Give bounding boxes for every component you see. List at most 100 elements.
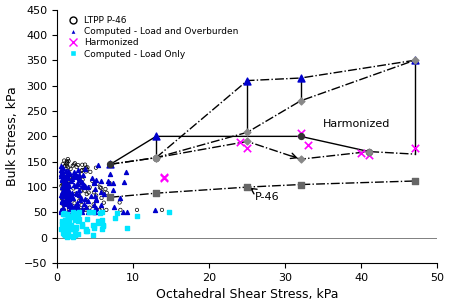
- Point: [79, 162, 86, 167]
- Point: [85, 210, 92, 215]
- Point: [97, 189, 104, 194]
- Point: [63, 187, 70, 192]
- Point: [107, 195, 114, 200]
- Point: [62, 185, 69, 190]
- Point: [81, 167, 88, 172]
- Point: [87, 209, 94, 214]
- Point: [297, 182, 304, 187]
- Point: [76, 195, 84, 200]
- Point: [64, 210, 72, 215]
- Point: [75, 192, 82, 197]
- Point: [63, 188, 70, 192]
- Point: [75, 216, 82, 221]
- Point: [79, 172, 86, 177]
- Point: [59, 193, 66, 198]
- Point: [244, 139, 251, 144]
- Point: [67, 193, 74, 198]
- Point: [297, 134, 304, 139]
- Point: [63, 181, 70, 185]
- Point: [58, 198, 66, 203]
- Point: [79, 224, 86, 229]
- Point: [71, 214, 78, 219]
- Point: [58, 169, 66, 173]
- Text: P-46: P-46: [255, 192, 279, 202]
- Point: [61, 230, 68, 235]
- Point: [61, 158, 68, 163]
- Point: [65, 181, 72, 186]
- Point: [62, 200, 69, 205]
- Point: [62, 223, 69, 228]
- Point: [92, 209, 99, 214]
- Point: [62, 212, 69, 217]
- Point: [58, 210, 65, 215]
- Point: [89, 178, 96, 183]
- Point: [60, 191, 68, 196]
- Point: [63, 161, 70, 166]
- Point: [66, 216, 73, 221]
- Point: [105, 179, 112, 184]
- Point: [74, 168, 81, 173]
- Point: [62, 176, 69, 181]
- Point: [61, 164, 68, 169]
- Point: [62, 232, 69, 237]
- Point: [64, 235, 71, 239]
- Point: [68, 191, 75, 196]
- Point: [85, 210, 92, 215]
- Point: [66, 192, 73, 197]
- Point: [59, 189, 66, 194]
- Point: [411, 58, 418, 63]
- Point: [66, 223, 73, 228]
- Point: [78, 208, 85, 212]
- Point: [66, 204, 73, 209]
- Point: [365, 149, 373, 154]
- Point: [69, 227, 76, 232]
- Point: [100, 200, 108, 205]
- Point: [66, 233, 73, 238]
- Point: [69, 204, 76, 209]
- Point: [72, 207, 80, 212]
- Point: [66, 203, 73, 208]
- Point: [83, 192, 90, 196]
- Point: [63, 211, 71, 216]
- Point: [107, 171, 114, 176]
- Point: [92, 177, 99, 182]
- Point: [74, 174, 81, 179]
- Point: [82, 229, 90, 234]
- Point: [68, 226, 75, 231]
- Point: [65, 170, 72, 175]
- Point: [72, 204, 79, 208]
- Point: [67, 206, 74, 211]
- Point: [69, 163, 76, 168]
- Point: [90, 180, 97, 185]
- Point: [91, 194, 99, 199]
- Point: [122, 169, 130, 174]
- Point: [80, 208, 87, 212]
- Point: [58, 168, 66, 173]
- Point: [66, 202, 73, 207]
- Point: [165, 210, 172, 215]
- Point: [59, 212, 67, 217]
- Point: [158, 208, 166, 212]
- Point: [75, 181, 82, 186]
- Point: [64, 214, 71, 219]
- Point: [66, 172, 73, 177]
- Point: [63, 202, 70, 207]
- Point: [61, 188, 68, 193]
- Point: [59, 231, 66, 235]
- Point: [297, 76, 304, 80]
- Point: [153, 155, 160, 160]
- Point: [63, 159, 70, 164]
- Point: [79, 177, 86, 182]
- Point: [71, 161, 78, 166]
- Point: [73, 174, 80, 179]
- Point: [90, 190, 98, 195]
- Point: [96, 208, 103, 212]
- Point: [61, 197, 68, 202]
- Point: [58, 200, 66, 204]
- Point: [62, 178, 69, 183]
- Point: [62, 200, 69, 204]
- Point: [94, 181, 101, 186]
- Point: [64, 230, 72, 235]
- Point: [59, 206, 67, 211]
- Point: [81, 166, 88, 171]
